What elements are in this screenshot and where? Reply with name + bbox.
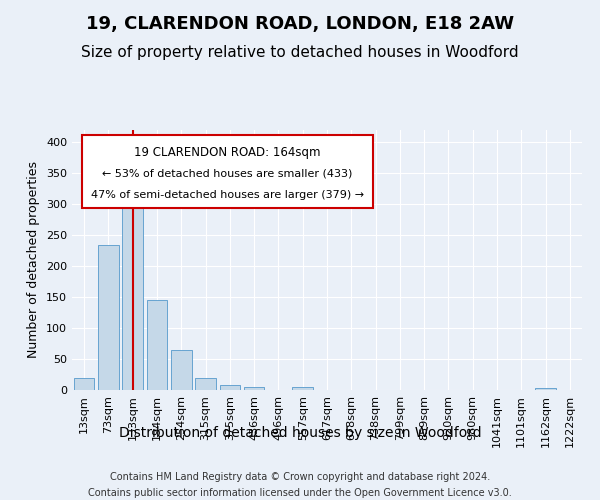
- Text: ← 53% of detached houses are smaller (433): ← 53% of detached houses are smaller (43…: [103, 168, 353, 178]
- Bar: [292, 387, 313, 390]
- Y-axis label: Number of detached properties: Number of detached properties: [28, 162, 40, 358]
- Text: Distribution of detached houses by size in Woodford: Distribution of detached houses by size …: [119, 426, 481, 440]
- Text: Size of property relative to detached houses in Woodford: Size of property relative to detached ho…: [81, 45, 519, 60]
- Bar: [535, 388, 556, 390]
- Bar: [244, 387, 265, 390]
- Text: 19, CLARENDON ROAD, LONDON, E18 2AW: 19, CLARENDON ROAD, LONDON, E18 2AW: [86, 15, 514, 33]
- Text: 47% of semi-detached houses are larger (379) →: 47% of semi-detached houses are larger (…: [91, 190, 364, 200]
- Bar: [171, 350, 191, 390]
- Bar: [146, 300, 167, 390]
- Text: 19 CLARENDON ROAD: 164sqm: 19 CLARENDON ROAD: 164sqm: [134, 146, 321, 158]
- Bar: [98, 244, 119, 390]
- Text: Contains HM Land Registry data © Crown copyright and database right 2024.: Contains HM Land Registry data © Crown c…: [110, 472, 490, 482]
- Bar: [220, 385, 240, 390]
- Bar: [195, 378, 216, 390]
- Bar: [122, 192, 143, 390]
- Bar: [74, 378, 94, 390]
- Text: Contains public sector information licensed under the Open Government Licence v3: Contains public sector information licen…: [88, 488, 512, 498]
- FancyBboxPatch shape: [82, 135, 373, 208]
